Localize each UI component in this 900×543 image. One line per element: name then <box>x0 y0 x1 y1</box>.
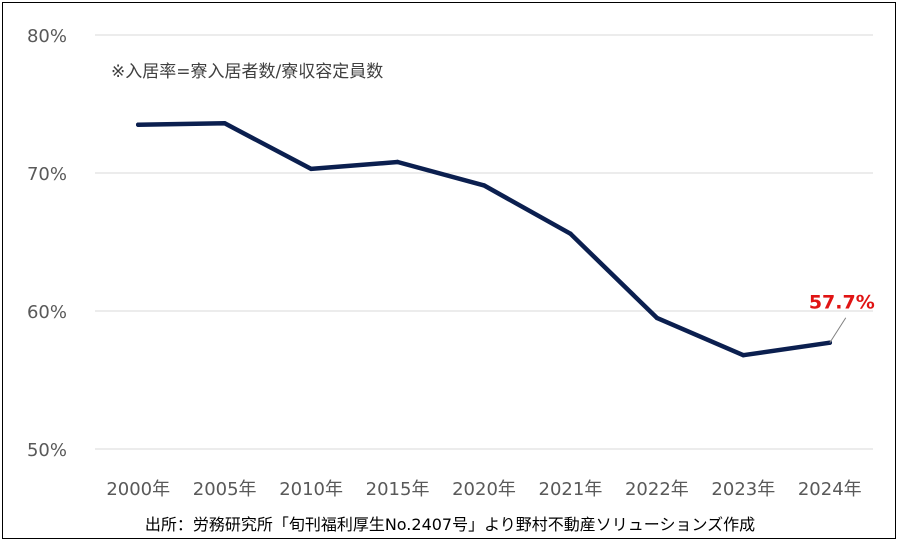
data-label-leader-line <box>829 317 847 344</box>
x-tick-label: 2005年 <box>193 479 257 500</box>
gridlines <box>95 34 873 450</box>
x-tick-label: 2023年 <box>711 479 775 500</box>
data-point-2015年 <box>395 159 400 165</box>
line-chart: 50%60%70%80% 2000年 2005年 2010年 2015年 2020年 20… <box>27 26 875 534</box>
data-point-2000年 <box>136 122 141 127</box>
series-line-occupancy-rate <box>135 121 833 358</box>
data-point-2010年 <box>308 166 314 172</box>
y-tick-label: 80% <box>27 26 67 47</box>
x-tick-label: 2024年 <box>798 479 862 500</box>
data-point-2020年 <box>481 183 487 188</box>
source-caption: 出所：労務研究所「旬刊福利厚生No.2407号」より野村不動産ソリューションズ作… <box>145 515 755 534</box>
data-point-2023年 <box>741 352 746 358</box>
x-tick-label: 2010年 <box>279 479 343 500</box>
x-tick-label: 2000年 <box>106 479 170 500</box>
x-tick-label: 2021年 <box>539 479 603 500</box>
x-tick-label: 2020年 <box>452 479 516 500</box>
x-axis-ticks: 2000年 2005年 2010年 2015年 2020年 2021年 2022年 2023年… <box>106 479 861 500</box>
y-tick-label: 50% <box>27 440 67 461</box>
x-tick-label: 2015年 <box>366 479 430 500</box>
y-tick-label: 70% <box>27 164 67 185</box>
data-label-2024: 57.7% <box>809 292 875 314</box>
x-tick-label: 2022年 <box>625 479 689 500</box>
y-axis-ticks: 50% 60% 70% 80% <box>27 26 67 461</box>
data-point-2021年 <box>568 231 573 236</box>
y-tick-label: 60% <box>27 302 67 323</box>
data-point-2022年 <box>654 315 660 321</box>
series-points <box>136 121 832 358</box>
definition-note: ※入居率=寮入居者数/寮収容定員数 <box>111 62 383 82</box>
data-point-2005年 <box>222 121 227 126</box>
